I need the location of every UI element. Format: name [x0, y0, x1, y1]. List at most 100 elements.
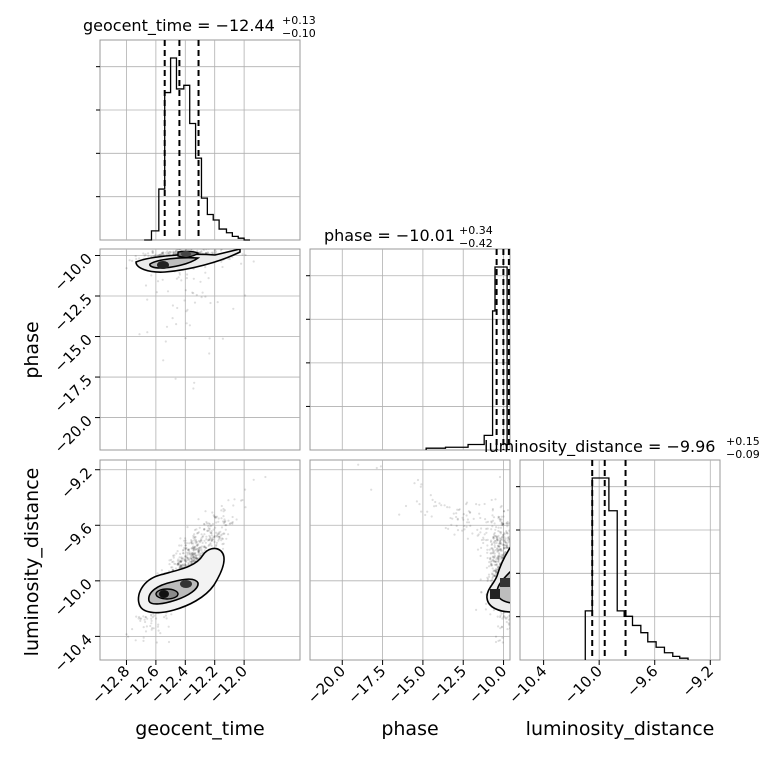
sample-point	[178, 556, 181, 559]
sample-point	[497, 529, 500, 533]
sample-point	[497, 558, 500, 561]
sample-point	[503, 532, 506, 535]
y-tick-label: −10.4	[51, 630, 96, 675]
sample-point	[506, 532, 509, 535]
sample-point	[181, 564, 184, 567]
sample-point	[190, 561, 193, 564]
sample-point	[162, 252, 165, 255]
x-tick-label: −12.5	[425, 662, 470, 707]
sample-point	[221, 547, 225, 550]
sample-point	[134, 255, 137, 258]
sample-point	[198, 526, 201, 529]
sample-point	[146, 331, 149, 334]
panel-hist-phase	[309, 248, 511, 451]
sample-point	[184, 547, 187, 550]
sample-point	[515, 556, 517, 558]
x-tick-label: −10.0	[561, 662, 606, 707]
sample-point	[208, 352, 211, 355]
sample-point	[160, 252, 163, 255]
sample-point	[164, 251, 168, 254]
sample-point	[512, 590, 514, 592]
sample-point	[190, 556, 193, 559]
sample-point	[501, 553, 504, 557]
sample-point	[192, 548, 195, 552]
sample-point	[503, 614, 506, 617]
sample-point	[174, 562, 177, 566]
sample-point	[492, 516, 496, 519]
sample-point	[500, 521, 503, 524]
sample-point	[480, 538, 483, 542]
sample-point	[143, 254, 146, 257]
sample-point	[513, 592, 515, 594]
sample-point	[502, 515, 505, 518]
sample-point	[207, 527, 210, 530]
sample-point	[191, 559, 194, 562]
sample-point	[508, 539, 510, 542]
sample-point	[479, 578, 482, 581]
sample-point	[190, 559, 193, 563]
xlabel-geocent-time: geocent_time	[135, 718, 264, 740]
sample-point	[484, 518, 487, 521]
sample-point	[208, 543, 211, 546]
sample-point	[458, 508, 461, 511]
sample-point	[198, 541, 201, 544]
sample-point	[513, 545, 515, 547]
sample-point	[490, 521, 493, 524]
sample-point	[215, 515, 219, 518]
sample-point	[181, 559, 184, 562]
sample-point	[168, 559, 171, 562]
sample-point	[192, 556, 195, 559]
sample-point	[415, 500, 418, 503]
sample-point	[490, 528, 493, 531]
sample-point	[491, 551, 494, 554]
sample-point	[527, 602, 529, 604]
sample-point	[497, 517, 500, 520]
sample-point	[489, 579, 492, 582]
sample-point	[469, 524, 472, 528]
sample-point	[496, 547, 499, 550]
sample-point	[225, 537, 228, 540]
sample-point	[188, 552, 191, 555]
sample-point	[171, 566, 174, 569]
sample-point	[440, 504, 443, 507]
sample-point	[216, 535, 219, 538]
sample-point	[501, 535, 504, 539]
sample-point	[512, 603, 514, 605]
title-geocent-time: geocent_time = −12.44	[83, 16, 275, 36]
sample-point	[488, 561, 491, 564]
y-tick-label: −12.5	[51, 290, 96, 335]
title-phase-plus: +0.34	[459, 224, 493, 237]
sample-point	[492, 537, 495, 540]
sample-point	[184, 544, 187, 547]
sample-point	[509, 627, 510, 630]
sample-point	[512, 540, 514, 542]
sample-point	[515, 599, 517, 601]
sample-point	[197, 549, 200, 552]
sample-point	[186, 557, 190, 560]
sample-point	[177, 558, 180, 561]
sample-point	[222, 510, 225, 513]
sample-point	[203, 533, 206, 536]
sample-point	[486, 578, 490, 581]
sample-point	[185, 249, 188, 250]
sample-point	[172, 251, 175, 254]
sample-point	[499, 549, 502, 552]
sample-point	[512, 550, 514, 552]
sample-point	[509, 617, 510, 620]
sample-point	[479, 554, 482, 558]
sample-point	[138, 257, 141, 260]
sample-point	[497, 639, 500, 643]
sample-point	[220, 509, 223, 512]
sample-point	[494, 569, 497, 573]
sample-point	[207, 529, 211, 532]
sample-point	[516, 548, 518, 550]
sample-point	[498, 540, 501, 544]
sample-point	[244, 253, 247, 257]
sample-point	[198, 546, 201, 550]
sample-point	[489, 540, 492, 544]
sample-point	[197, 550, 200, 554]
sample-point	[511, 614, 513, 616]
sample-point	[500, 515, 503, 518]
sample-point	[150, 274, 153, 277]
sample-point	[194, 554, 197, 557]
